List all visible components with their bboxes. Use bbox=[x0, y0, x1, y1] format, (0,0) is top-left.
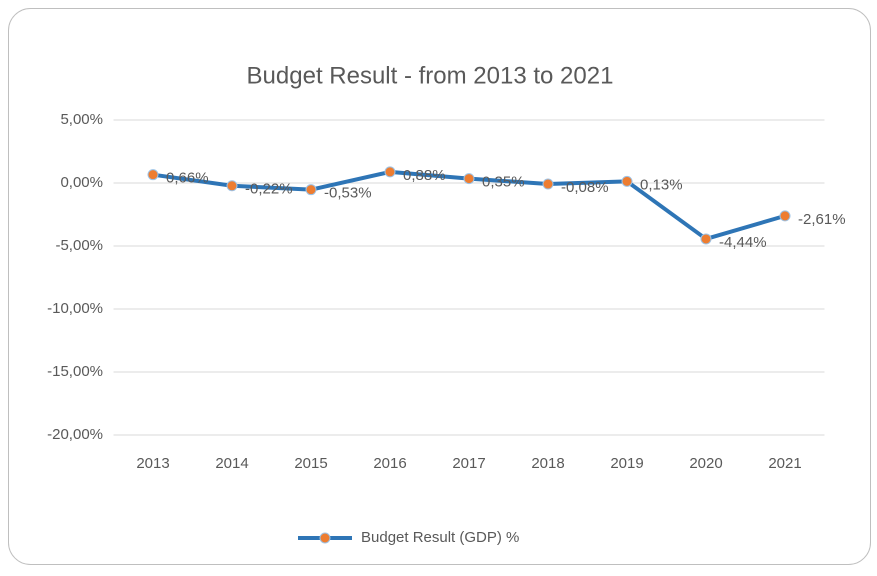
y-tick-label: 5,00% bbox=[60, 111, 103, 128]
data-label: 0,88% bbox=[403, 167, 446, 184]
y-tick-label: -20,00% bbox=[47, 426, 103, 443]
x-tick-label: 2017 bbox=[452, 455, 485, 472]
data-point bbox=[621, 175, 633, 187]
data-label: 0,66% bbox=[166, 170, 209, 187]
data-label: 0,35% bbox=[482, 174, 525, 191]
data-point bbox=[384, 166, 396, 178]
data-point bbox=[463, 173, 475, 185]
chart-frame bbox=[8, 8, 871, 565]
data-label: -4,44% bbox=[719, 234, 767, 251]
y-tick-label: 0,00% bbox=[60, 174, 103, 191]
y-tick-label: -15,00% bbox=[47, 363, 103, 380]
y-tick-label: -10,00% bbox=[47, 300, 103, 317]
legend-marker bbox=[319, 532, 331, 544]
x-tick-label: 2015 bbox=[294, 455, 327, 472]
chart-title: Budget Result - from 2013 to 2021 bbox=[247, 62, 614, 89]
data-label: -2,61% bbox=[798, 211, 846, 228]
data-label: 0,13% bbox=[640, 176, 683, 193]
x-tick-label: 2019 bbox=[610, 455, 643, 472]
data-point bbox=[147, 169, 159, 181]
x-tick-label: 2021 bbox=[768, 455, 801, 472]
y-tick-label: -5,00% bbox=[55, 237, 103, 254]
data-point bbox=[226, 180, 238, 192]
data-point bbox=[542, 178, 554, 190]
data-point bbox=[779, 210, 791, 222]
data-point bbox=[700, 233, 712, 245]
x-tick-label: 2020 bbox=[689, 455, 722, 472]
legend-label: Budget Result (GDP) % bbox=[361, 529, 519, 546]
data-label: -0,53% bbox=[324, 185, 372, 202]
data-point bbox=[305, 184, 317, 196]
x-tick-label: 2013 bbox=[136, 455, 169, 472]
x-tick-label: 2016 bbox=[373, 455, 406, 472]
x-tick-label: 2014 bbox=[215, 455, 248, 472]
x-tick-label: 2018 bbox=[531, 455, 564, 472]
data-label: -0,08% bbox=[561, 179, 609, 196]
data-label: -0,22% bbox=[245, 181, 293, 198]
